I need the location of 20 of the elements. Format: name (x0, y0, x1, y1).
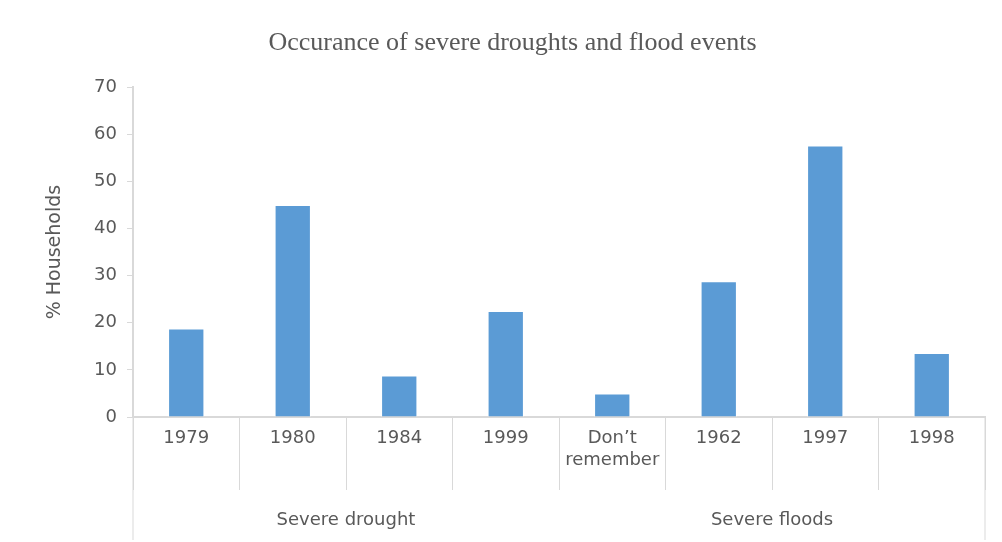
y-tick-label: 50 (94, 169, 117, 191)
y-tick-label: 20 (94, 310, 117, 332)
y-axis-title: % Households (42, 184, 65, 320)
text: Severe drought (276, 507, 416, 529)
x-tick-label: Don’t remember (565, 426, 660, 470)
x-tick-label: 1999 (482, 426, 529, 448)
y-tick-label: 10 (94, 357, 117, 379)
x-tick-label: 1998 (908, 426, 955, 448)
chart-title: Occurance of severe droughts and flood events (268, 27, 757, 57)
x-tick-label: 1984 (376, 426, 423, 448)
y-tick-label: 70 (94, 74, 117, 96)
y-tick-label: 40 (94, 216, 117, 238)
x-tick-label: 1962 (695, 426, 742, 448)
y-tick-label: 30 (94, 263, 117, 285)
x-tick-label: 1979 (163, 426, 210, 448)
y-tick-label: 60 (94, 121, 117, 143)
text: Severe floods (710, 507, 834, 529)
y-tick-label: 0 (105, 404, 117, 426)
x-tick-label: 1997 (802, 426, 849, 448)
x-tick-label: 1980 (269, 426, 316, 448)
